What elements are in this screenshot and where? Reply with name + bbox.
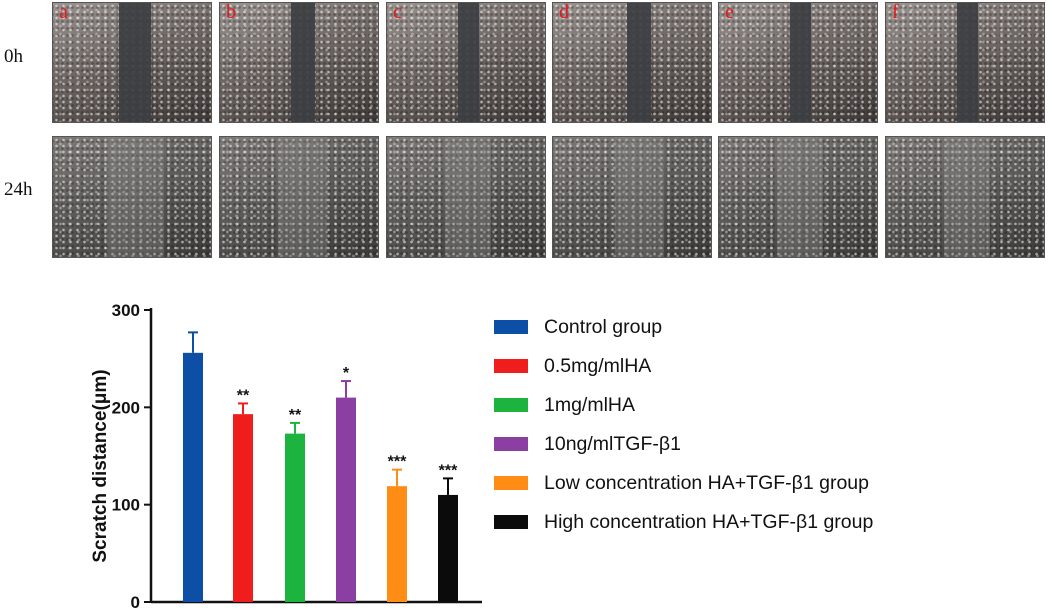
micrograph-0h-f: f bbox=[885, 2, 1045, 123]
panel-letter: d bbox=[559, 2, 569, 23]
micrograph-24h-b bbox=[219, 136, 379, 258]
micrograph-24h-f bbox=[885, 136, 1045, 258]
legend-label: 1mg/mlHA bbox=[544, 394, 636, 416]
y-tick-label: 0 bbox=[131, 593, 140, 612]
micrograph-0h-d: d bbox=[552, 2, 712, 123]
micrograph-24h-a bbox=[52, 136, 212, 258]
legend-label: 10ng/mlTGF-β1 bbox=[544, 433, 681, 455]
significance-mark-6: *** bbox=[439, 462, 458, 479]
legend-item: Low concentration HA+TGF-β1 group bbox=[494, 468, 1014, 498]
legend-swatch bbox=[494, 437, 528, 451]
scratch-gap bbox=[777, 137, 824, 257]
scratch-gap bbox=[944, 137, 991, 257]
legend-swatch bbox=[494, 515, 528, 529]
micrograph-0h-a: a bbox=[52, 2, 212, 123]
scratch-gap bbox=[278, 137, 328, 257]
cell-texture bbox=[553, 137, 711, 257]
legend-item: 1mg/mlHA bbox=[494, 390, 1014, 420]
cell-texture bbox=[387, 137, 545, 257]
legend-item: 0.5mg/mlHA bbox=[494, 351, 1014, 381]
row-label-24h: 24h bbox=[4, 179, 33, 200]
micrograph-0h-c: c bbox=[386, 2, 546, 123]
y-axis-label: Scratch distance(μm) bbox=[90, 369, 111, 562]
micrograph-24h-c bbox=[386, 136, 546, 258]
panel-letter: b bbox=[226, 2, 236, 23]
legend-label: Low concentration HA+TGF-β1 group bbox=[544, 472, 869, 494]
bar-1 bbox=[183, 352, 203, 602]
scratch-gap bbox=[790, 3, 811, 122]
panel-letter: a bbox=[59, 2, 68, 23]
scratch-gap bbox=[106, 137, 164, 257]
scratch-gap bbox=[614, 137, 664, 257]
legend-swatch bbox=[494, 476, 528, 490]
scratch-gap bbox=[445, 137, 492, 257]
scratch-gap bbox=[119, 3, 151, 122]
legend-item: High concentration HA+TGF-β1 group bbox=[494, 507, 1014, 537]
legend-item: 10ng/mlTGF-β1 bbox=[494, 429, 1014, 459]
legend-label: Control group bbox=[544, 316, 663, 338]
cell-texture bbox=[53, 137, 211, 257]
scratch-gap bbox=[957, 3, 978, 122]
bar-5 bbox=[387, 486, 407, 602]
bar-3 bbox=[285, 433, 305, 602]
row-label-0h: 0h bbox=[4, 46, 23, 67]
micrograph-24h-e bbox=[718, 136, 878, 258]
legend-swatch bbox=[494, 398, 528, 412]
cell-texture bbox=[886, 137, 1044, 257]
scratch-gap bbox=[291, 3, 315, 122]
cell-texture bbox=[719, 137, 877, 257]
scratch-gap bbox=[627, 3, 651, 122]
micrograph-0h-b: b bbox=[219, 2, 379, 123]
panel-letter: f bbox=[892, 2, 899, 23]
panel-letter: c bbox=[393, 2, 402, 23]
legend-item: Control group bbox=[494, 312, 1014, 342]
legend-swatch bbox=[494, 320, 528, 334]
bar-6 bbox=[438, 494, 458, 602]
legend-label: High concentration HA+TGF-β1 group bbox=[544, 511, 874, 533]
micrograph-24h-d bbox=[552, 136, 712, 258]
y-tick-label: 100 bbox=[112, 496, 140, 515]
panel-letter: e bbox=[725, 2, 734, 23]
micrograph-0h-e: e bbox=[718, 2, 878, 123]
y-tick-label: 300 bbox=[112, 301, 140, 320]
legend-swatch bbox=[494, 359, 528, 373]
bar-4 bbox=[336, 397, 356, 602]
scratch-distance-chart: Scratch distance(μm)0100200300**********… bbox=[90, 301, 482, 612]
significance-mark-5: *** bbox=[388, 454, 407, 471]
bar-2 bbox=[233, 414, 253, 602]
scratch-gap bbox=[458, 3, 479, 122]
legend-label: 0.5mg/mlHA bbox=[544, 355, 652, 377]
y-tick-label: 200 bbox=[112, 398, 140, 417]
cell-texture bbox=[220, 137, 378, 257]
significance-mark-4: * bbox=[343, 365, 350, 382]
significance-mark-2: ** bbox=[237, 387, 250, 404]
significance-mark-3: ** bbox=[289, 407, 302, 424]
